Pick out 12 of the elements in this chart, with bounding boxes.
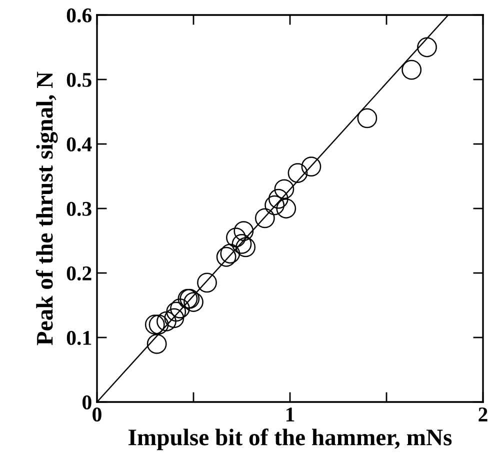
y-tick-label: 0.4 — [66, 137, 92, 152]
y-tick-label: 0.6 — [66, 8, 92, 23]
y-tick-label: 0.2 — [66, 266, 92, 281]
y-tick-label: 0.5 — [66, 72, 92, 88]
x-axis-title: Impulse bit of the hammer, mNs — [128, 428, 452, 450]
y-tick-label: 0 — [82, 395, 92, 410]
x-tick-label: 0 — [92, 407, 102, 422]
y-tick-label: 0.1 — [66, 330, 92, 346]
y-tick-label: 0.3 — [66, 202, 92, 216]
x-tick-label: 2 — [478, 408, 488, 422]
y-axis-title: Peak of the thrust signal, N — [36, 72, 58, 346]
x-tick-label: 1 — [286, 408, 294, 422]
